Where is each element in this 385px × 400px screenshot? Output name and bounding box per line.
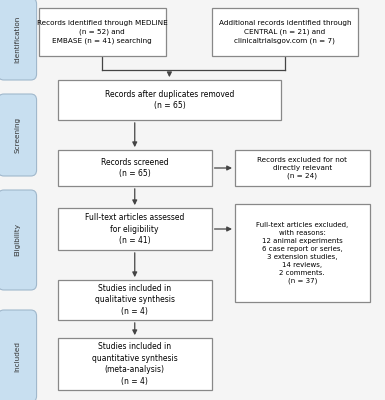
FancyBboxPatch shape [235,150,370,186]
Text: Records screened
(n = 65): Records screened (n = 65) [101,158,169,178]
FancyBboxPatch shape [235,204,370,302]
FancyBboxPatch shape [0,190,37,290]
Text: Full-text articles excluded,
with reasons:
12 animal experiments
6 case report o: Full-text articles excluded, with reason… [256,222,348,284]
Text: Full-text articles assessed
for eligibility
(n = 41): Full-text articles assessed for eligibil… [85,213,184,245]
FancyBboxPatch shape [0,94,37,176]
Text: Additional records identified through
CENTRAL (n = 21) and
clinicaltrialsgov.com: Additional records identified through CE… [219,20,351,44]
FancyBboxPatch shape [0,310,37,400]
Text: Records identified through MEDLINE
(n = 52) and
EMBASE (n = 41) searching: Records identified through MEDLINE (n = … [37,20,167,44]
Text: Records excluded for not
directly relevant
(n = 24): Records excluded for not directly releva… [257,157,347,179]
Text: Studies included in
qualitative synthesis
(n = 4): Studies included in qualitative synthesi… [95,284,175,316]
Text: Eligibility: Eligibility [14,224,20,256]
Text: Included: Included [14,340,20,372]
FancyBboxPatch shape [212,8,358,56]
FancyBboxPatch shape [58,80,281,120]
Text: Studies included in
quantitative synthesis
(meta-analysis)
(n = 4): Studies included in quantitative synthes… [92,342,177,386]
FancyBboxPatch shape [58,208,212,250]
FancyBboxPatch shape [58,338,212,390]
Text: Identification: Identification [14,15,20,63]
FancyBboxPatch shape [58,150,212,186]
FancyBboxPatch shape [38,8,166,56]
FancyBboxPatch shape [0,0,37,80]
Text: Records after duplicates removed
(n = 65): Records after duplicates removed (n = 65… [105,90,234,110]
FancyBboxPatch shape [58,280,212,320]
Text: Screening: Screening [14,117,20,153]
